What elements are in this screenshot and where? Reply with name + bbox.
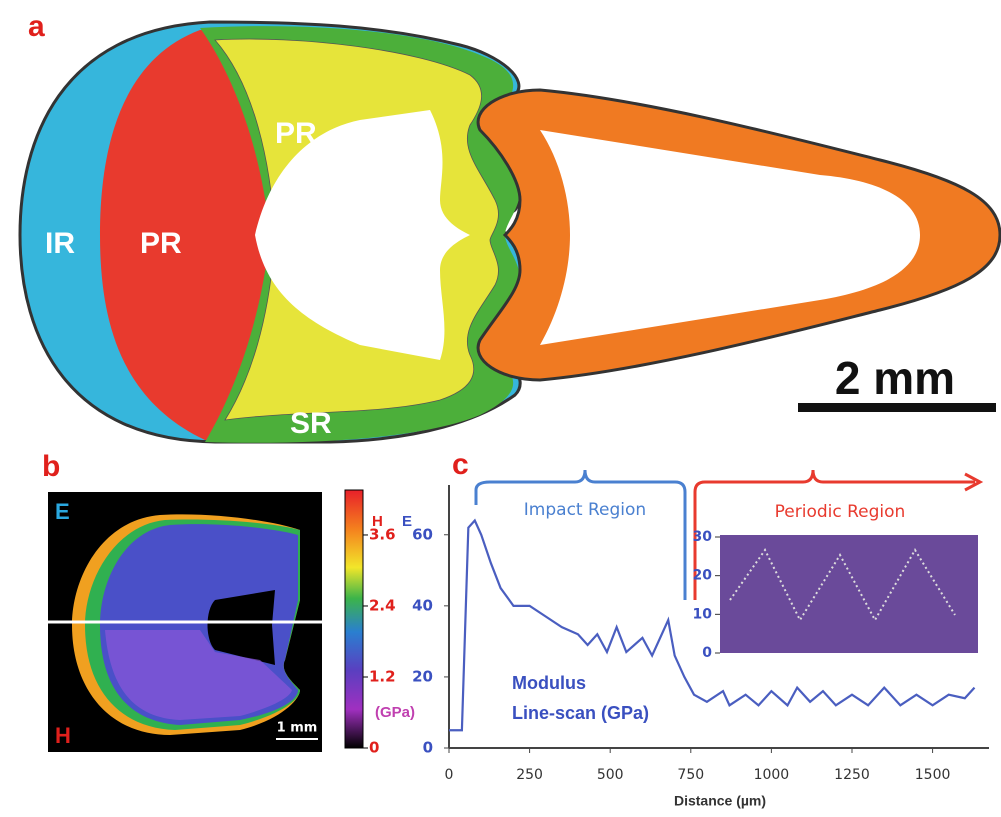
x-tick-label: 750 [677,767,704,783]
colorbar-title: E [402,513,412,530]
panel-b: b E H 1 mm H E (GPa) [42,450,415,752]
x-tick-label: 500 [597,767,624,783]
map-scale-label: 1 mm [277,721,318,736]
colorbar-tick-label: 3.6 [369,525,396,543]
annotation: Line-scan (GPa) [512,703,649,723]
region-label: SR [290,407,332,440]
map-label: H [55,723,71,748]
annotation: Impact Region [524,500,646,520]
y-tick-label: 20 [412,667,433,685]
y-tick-label: 60 [412,525,433,543]
colorbar-unit: (GPa) [375,704,415,721]
panel-a: a IR PR PR SR 2 mm [20,10,1000,443]
scale-bar [798,403,996,412]
colorbar [345,490,363,748]
figure: a IR PR PR SR 2 mm b E H 1 mm H E (GPa) … [0,0,1001,817]
inset-image [720,535,978,653]
scale-bar-label: 2 mm [835,352,955,404]
inset-tick-label: 30 [693,529,713,545]
colorbar-tick-label: 2.4 [369,596,396,614]
inset-tick-label: 20 [693,568,713,584]
y-tick-label: 0 [423,739,433,757]
region-label: PR [140,227,182,260]
x-tick-label: 1250 [834,767,870,783]
colorbar-tick-label: 1.2 [369,667,396,685]
map-label: E [55,499,70,524]
colorbar-tick-label: 0 [369,739,379,757]
x-tick-label: 0 [445,767,454,783]
inset-tick-label: 0 [702,645,712,661]
x-tick-label: 1000 [754,767,790,783]
annotation: Periodic Region [775,502,906,522]
panel-label: b [42,450,60,483]
x-axis-title: Distance (µm) [674,793,766,809]
region-label: IR [45,227,75,260]
region-label: PR [275,117,317,150]
inset-tick-label: 10 [693,606,713,622]
bracket [476,470,685,600]
annotation: Modulus [512,673,586,693]
panel-label: c [452,448,469,481]
panel-c: c Impact Region Periodic Region Modulus … [452,448,980,809]
panel-label: a [28,10,45,43]
x-tick-label: 250 [516,767,543,783]
y-tick-label: 40 [412,596,433,614]
x-tick-label: 1500 [915,767,951,783]
